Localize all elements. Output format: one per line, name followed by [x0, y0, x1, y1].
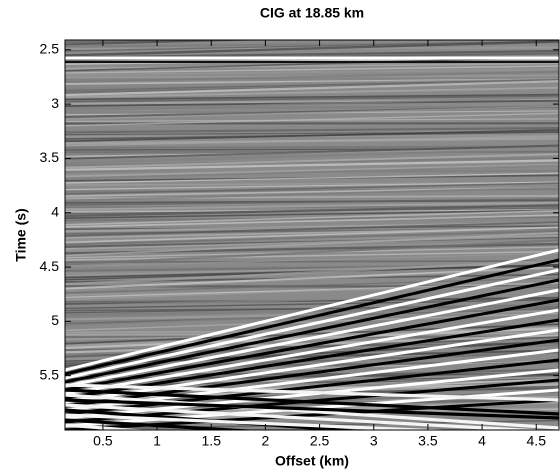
y-axis-label: Time (s): [13, 208, 29, 261]
y-tick-label: 3.5: [40, 149, 60, 165]
x-axis-label: Offset (km): [275, 453, 349, 469]
x-tick-label: 0.5: [93, 433, 113, 449]
y-tick-label: 4.5: [40, 258, 60, 274]
y-tick-label: 5: [51, 312, 59, 328]
x-tick-label: 3: [370, 433, 378, 449]
seismic-image: [65, 31, 559, 471]
x-tick-label: 4: [478, 433, 486, 449]
texture: [65, 32, 559, 40]
x-tick-label: 3.5: [418, 433, 438, 449]
x-tick-label: 1.5: [202, 433, 222, 449]
x-tick-label: 4.5: [527, 433, 547, 449]
x-tick-label: 2.5: [310, 433, 330, 449]
y-tick-label: 5.5: [40, 366, 60, 382]
x-tick-label: 1: [153, 433, 161, 449]
x-tick-label: 2: [262, 433, 270, 449]
chart-title: CIG at 18.85 km: [260, 5, 364, 21]
y-tick-label: 4: [51, 203, 59, 219]
y-tick-label: 3: [51, 95, 59, 111]
y-tick-label: 2.5: [40, 40, 60, 56]
